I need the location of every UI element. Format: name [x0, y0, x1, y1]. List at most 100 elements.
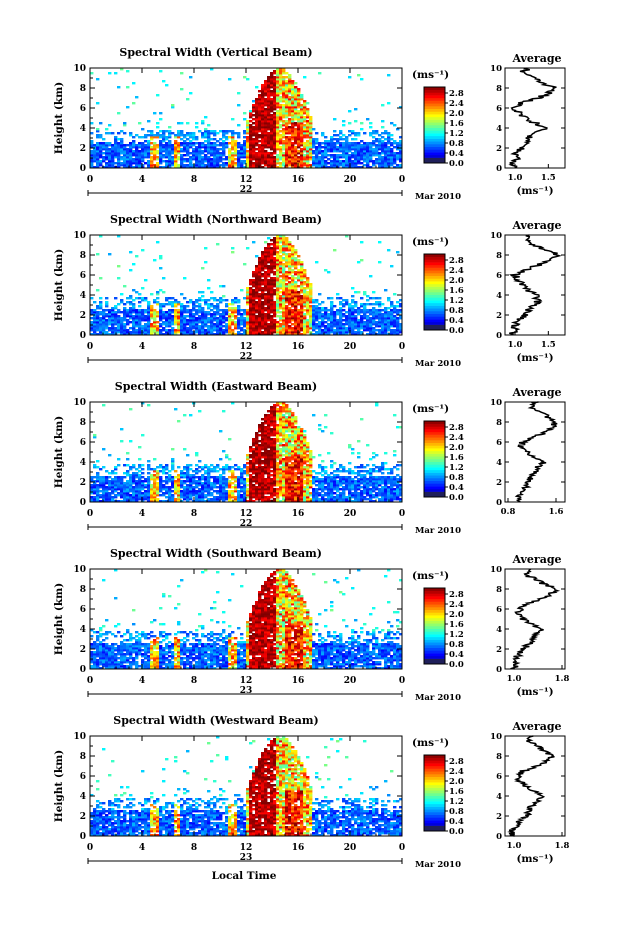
heatmap-cell	[270, 327, 274, 330]
heatmap-cell	[147, 488, 151, 491]
heatmap-cell	[318, 329, 322, 332]
heatmap-cell	[273, 245, 277, 248]
heatmap-cell	[129, 301, 133, 304]
heatmap-cell	[387, 319, 391, 322]
heatmap-cell	[192, 134, 196, 137]
heatmap-cell	[180, 325, 184, 328]
heatmap-cell	[288, 82, 292, 85]
heatmap-cell	[198, 164, 202, 167]
heatmap-cell	[120, 162, 124, 165]
heatmap-cell	[354, 321, 358, 324]
heatmap-cell	[306, 130, 310, 133]
heatmap-cell	[327, 331, 331, 334]
heatmap-cell	[243, 112, 247, 115]
heatmap-cell	[288, 138, 292, 141]
heatmap-cell	[195, 480, 199, 483]
heatmap-cell	[99, 329, 103, 332]
heatmap-cell	[327, 271, 331, 274]
heatmap-cell	[225, 478, 229, 481]
heatmap-cell	[324, 269, 328, 272]
heatmap-cell	[303, 100, 307, 103]
heatmap-cell	[348, 311, 352, 314]
heatmap-cell	[264, 289, 268, 292]
heatmap-cell	[276, 148, 280, 151]
heatmap-cell	[294, 156, 298, 159]
heatmap-cell	[258, 293, 262, 296]
heatmap-cell	[303, 313, 307, 316]
heatmap-cell	[285, 295, 289, 298]
heatmap-cell	[213, 486, 217, 489]
heatmap-cell	[246, 331, 250, 334]
heatmap-cell	[186, 333, 190, 336]
heatmap-cell	[258, 275, 262, 278]
heatmap-cell	[207, 148, 211, 151]
heatmap-cell	[114, 136, 118, 139]
heatmap-cell	[105, 488, 109, 491]
heatmap-cell	[282, 88, 286, 91]
heatmap-cell	[171, 303, 175, 306]
heatmap-cell	[93, 158, 97, 161]
heatmap-cell	[282, 295, 286, 298]
heatmap-cell	[306, 297, 310, 300]
heatmap-cell	[348, 327, 352, 330]
heatmap-cell	[189, 319, 193, 322]
heatmap-cell	[255, 307, 259, 310]
heatmap-cell	[102, 466, 106, 469]
heatmap-cell	[258, 122, 262, 125]
heatmap-cell	[351, 311, 355, 314]
heatmap-cell	[156, 315, 160, 318]
heatmap-cell	[393, 331, 397, 334]
heatmap-cell	[96, 327, 100, 330]
heatmap-cell	[276, 333, 280, 336]
heatmap-cell	[201, 327, 205, 330]
heatmap-cell	[285, 132, 289, 135]
heatmap-cell	[270, 142, 274, 145]
heatmap-cell	[306, 323, 310, 326]
heatmap-cell	[159, 267, 163, 270]
heatmap-cell	[378, 303, 382, 306]
heatmap-cell	[213, 478, 217, 481]
heatmap-cell	[141, 486, 145, 489]
heatmap-cell	[276, 307, 280, 310]
heatmap-cell	[351, 325, 355, 328]
heatmap-cell	[339, 136, 343, 139]
heatmap-cell	[156, 494, 160, 497]
heatmap-cell	[234, 299, 238, 302]
heatmap-cell	[105, 476, 109, 479]
heatmap-cell	[219, 144, 223, 147]
heatmap-cell	[96, 488, 100, 491]
heatmap-cell	[288, 160, 292, 163]
heatmap-cell	[177, 500, 181, 503]
heatmap-cell	[183, 329, 187, 332]
heatmap-cell	[333, 146, 337, 149]
heatmap-cell	[279, 323, 283, 326]
heatmap-cell	[273, 104, 277, 107]
heatmap-cell	[183, 158, 187, 161]
heatmap-cell	[219, 152, 223, 155]
heatmap-cell	[150, 130, 154, 133]
heatmap-cell	[345, 323, 349, 326]
heatmap-cell	[207, 484, 211, 487]
profile-frame	[504, 67, 566, 169]
heatmap-cell	[291, 142, 295, 145]
heatmap-cell	[276, 269, 280, 272]
heatmap-cell	[276, 158, 280, 161]
heatmap-cell	[387, 138, 391, 141]
heatmap-cell	[156, 478, 160, 481]
heatmap-cell	[390, 319, 394, 322]
heatmap-cell	[258, 307, 262, 310]
x-tick-label: 4	[139, 342, 145, 352]
heatmap-cell	[228, 303, 232, 306]
colorbar-segment	[424, 92, 445, 96]
heatmap-cell	[393, 317, 397, 320]
heatmap-cell	[93, 154, 97, 157]
heatmap-cell	[213, 484, 217, 487]
heatmap-cell	[345, 317, 349, 320]
heatmap-cell	[384, 154, 388, 157]
heatmap-cell	[399, 303, 403, 306]
heatmap-cell	[243, 333, 247, 336]
heatmap-cell	[270, 120, 274, 123]
heatmap-cell	[357, 156, 361, 159]
heatmap-cell	[219, 333, 223, 336]
heatmap-cell	[144, 146, 148, 149]
